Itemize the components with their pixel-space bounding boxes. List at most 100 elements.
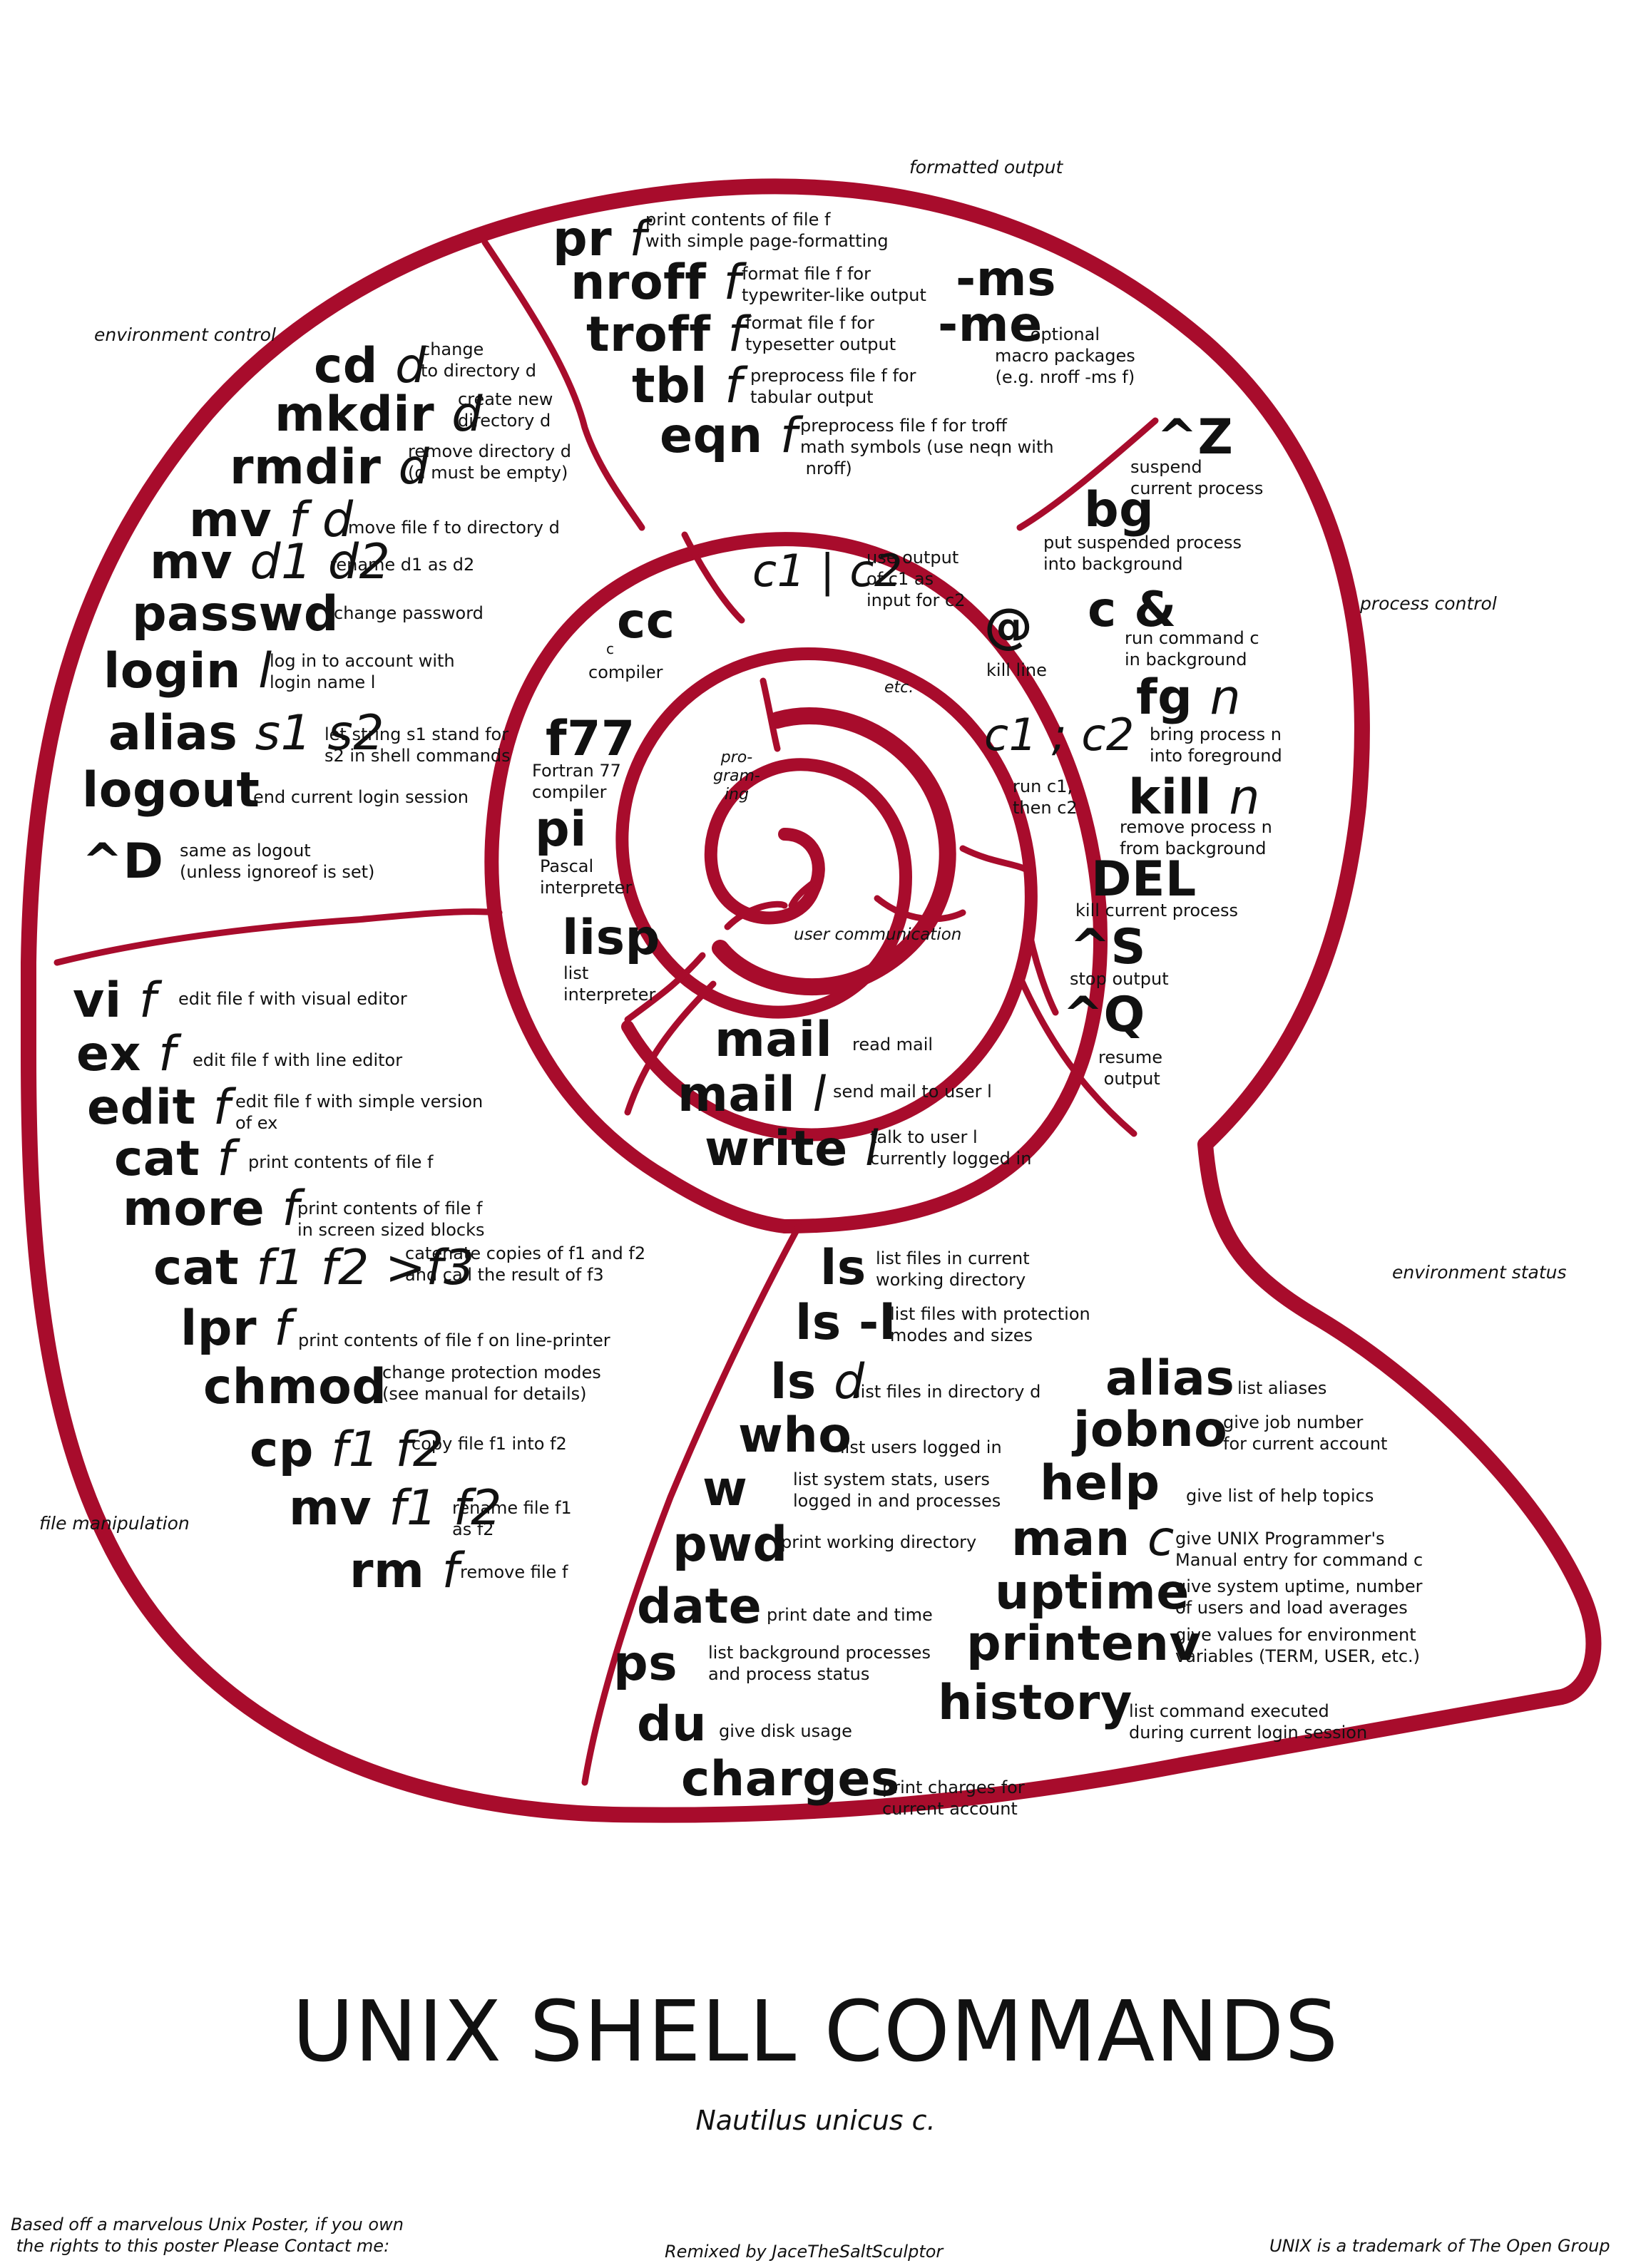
desc-ls-l: list files with protection modes and siz…: [890, 1304, 1090, 1345]
desc-who: list users logged in: [840, 1437, 1002, 1457]
cmd-date: date: [637, 1579, 762, 1635]
desc-pi: Pascal interpreter: [540, 856, 633, 898]
desc-mv-ff: rename file f1 as f2: [452, 1498, 572, 1539]
cmd-rm: rm f: [349, 1543, 460, 1599]
desc-rm: remove file f: [460, 1562, 568, 1582]
desc-charges: print charges for current account: [882, 1777, 1025, 1819]
cmd-printenv: printenv: [966, 1616, 1202, 1672]
cmd-mv-fd: mv f d: [189, 492, 354, 548]
cmd-mkdir: mkdir d: [275, 386, 483, 443]
cmd-jobno: jobno: [1073, 1402, 1228, 1458]
footer-center: Remixed by JaceTheSaltSculptor: [665, 2242, 944, 2262]
section-environment-control: environment control: [94, 324, 276, 345]
desc-kill: remove process n from background: [1120, 817, 1272, 858]
cmd-mail: mail: [715, 1012, 833, 1068]
desc-ex: edit file f with line editor: [193, 1050, 403, 1070]
cmd-pipe: c1 | c2: [752, 545, 903, 597]
cmd-cat-multi: cat f1 f2 >f3: [153, 1240, 475, 1296]
cmd-alias-status: alias: [1105, 1350, 1235, 1407]
desc-cp: copy file f1 into f2: [411, 1434, 567, 1454]
desc-troff: format file f for typesetter output: [745, 313, 896, 354]
cmd-fg: fg n: [1136, 669, 1242, 726]
cmd-edit: edit f: [87, 1079, 231, 1136]
cmd-lpr: lpr f: [180, 1300, 292, 1357]
desc-ctrl-s: stop output: [1070, 969, 1169, 989]
desc-login: log in to account with login name l: [270, 651, 455, 692]
cmd-seq: c1 ; c2: [984, 709, 1135, 761]
cmd-eqn: eqn f: [660, 408, 798, 464]
desc-mv-dd: rename d1 as d2: [329, 555, 475, 575]
desc-help: give list of help topics: [1186, 1486, 1374, 1506]
desc-pwd: print working directory: [781, 1532, 977, 1552]
cmd-bg: bg: [1084, 482, 1155, 538]
desc-mkdir: create new directory d: [458, 389, 553, 431]
desc-logout: end current login session: [253, 787, 469, 807]
cmd-cc: cc: [617, 593, 675, 650]
section-user-communication: user communication: [794, 925, 962, 944]
desc-ctrl-z: suspend current process: [1130, 457, 1264, 498]
cmd-write: write l: [705, 1121, 879, 1177]
desc-uptime: give system uptime, number of users and …: [1175, 1576, 1423, 1618]
desc-at: kill line: [986, 660, 1047, 680]
desc-macros: optional macro packages (e.g. nroff -ms …: [995, 324, 1135, 387]
desc-lisp: list interpreter: [563, 963, 656, 1005]
desc-cd: change to directory d: [421, 339, 536, 381]
desc-lpr: print contents of file f on line-printer: [298, 1330, 610, 1350]
cmd-pi: pi: [535, 801, 587, 858]
desc-f77: Fortran 77 compiler: [532, 761, 621, 802]
cmd-chmod: chmod: [203, 1359, 387, 1415]
desc-nroff: format file f for typewriter-like output: [742, 264, 926, 305]
section-programming: pro- gram- ing: [713, 749, 760, 804]
desc-passwd: change password: [334, 603, 484, 623]
cmd-mail-l: mail l: [678, 1067, 827, 1123]
cmd-mv-ff: mv f1 f2: [289, 1480, 502, 1536]
cmd-who: who: [738, 1407, 852, 1464]
desc-write: talk to user l currently logged in: [870, 1127, 1032, 1169]
desc-alias-status: list aliases: [1237, 1378, 1327, 1398]
desc-du: give disk usage: [719, 1721, 852, 1741]
desc-mail: read mail: [852, 1035, 934, 1055]
cmd-ls: ls: [820, 1240, 866, 1296]
cmd-me: -me: [938, 297, 1043, 353]
cmd-f77: f77: [546, 711, 635, 767]
desc-ps: list background processes and process st…: [708, 1643, 931, 1684]
desc-edit: edit file f with simple version of ex: [235, 1092, 484, 1133]
desc-history: list command executed during current log…: [1129, 1701, 1368, 1743]
desc-pipe: use output of c1 as input for c2: [866, 548, 966, 610]
cmd-charges: charges: [681, 1751, 900, 1807]
cmd-cat: cat f: [114, 1131, 235, 1187]
cmd-kill: kill n: [1128, 769, 1260, 826]
cmd-amp: c &: [1088, 582, 1177, 638]
footer-left: Based off a marvelous Unix Poster, if yo…: [11, 2215, 404, 2256]
section-formatted-output: formatted output: [909, 157, 1063, 178]
cmd-tbl: tbl f: [632, 358, 742, 414]
section-process-control: process control: [1360, 593, 1497, 614]
desc-cc: compiler: [588, 662, 663, 682]
cmd-ex: ex f: [76, 1026, 176, 1082]
cmd-del: DEL: [1091, 851, 1197, 908]
desc-more: print contents of file f in screen sized…: [297, 1199, 485, 1240]
cmd-pr: pr f: [553, 211, 647, 267]
cmd-rmdir: rmdir d: [230, 439, 430, 496]
cmd-w: w: [702, 1461, 748, 1517]
cmd-at: @: [984, 598, 1033, 655]
desc-ls-d: list files in directory d: [856, 1382, 1041, 1402]
cmd-troff: troff f: [586, 307, 746, 363]
cmd-logout: logout: [82, 762, 260, 819]
cmd-mv-dd: mv d1 d2: [150, 534, 391, 590]
cmd-du: du: [637, 1696, 707, 1753]
desc-chmod: change protection modes (see manual for …: [382, 1363, 601, 1404]
poster-subtitle: Nautilus unicus c.: [695, 2105, 936, 2136]
section-file-manipulation: file manipulation: [39, 1513, 190, 1534]
footer-right: UNIX is a trademark of The Open Group: [1269, 2236, 1610, 2256]
desc-cat: print contents of file f: [248, 1152, 434, 1172]
cmd-history: history: [938, 1675, 1133, 1731]
desc-ctrl-d: same as logout (unless ignoreof is set): [180, 841, 375, 882]
cmd-cd: cd d: [314, 338, 426, 394]
cmd-nroff: nroff f: [571, 255, 741, 311]
cmd-uptime: uptime: [995, 1564, 1190, 1621]
desc-cc-arg: c: [606, 640, 614, 657]
desc-del: kill current process: [1075, 900, 1238, 920]
cmd-alias: alias s1 s2: [108, 705, 385, 761]
